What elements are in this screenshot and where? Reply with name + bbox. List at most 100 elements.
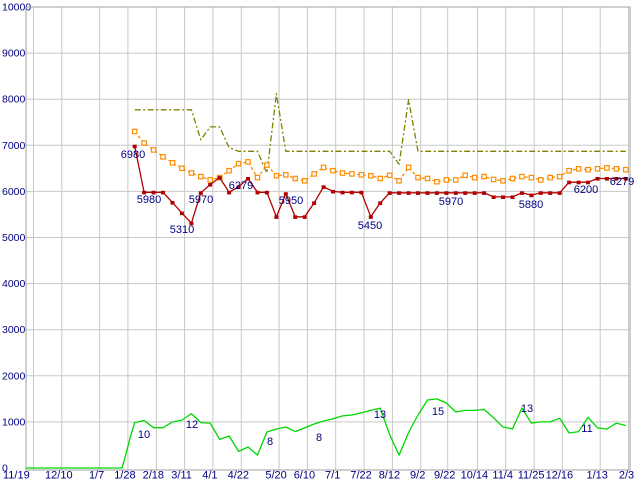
marker-price-solid [170,201,175,205]
marker-price-solid [142,190,147,195]
data-label-volume-green: 13 [374,409,386,421]
marker-average-dotted [509,175,516,182]
x-tick-label: 7/1 [325,470,340,480]
x-tick-label: 6/10 [294,470,315,480]
data-label-volume-green: 10 [138,429,150,441]
marker-price-solid [614,177,619,181]
marker-price-solid [340,190,345,195]
x-tick-label: 12/16 [546,470,574,480]
data-label-volume-green: 8 [316,432,322,444]
data-label-volume-green: 11 [581,423,592,435]
data-label-volume-green: 15 [432,406,444,418]
marker-price-solid [416,191,420,195]
marker-price-solid [548,191,553,195]
marker-average-dotted [434,178,440,185]
marker-price-solid [132,144,137,149]
marker-average-dotted [358,172,365,178]
marker-average-dotted [160,154,166,160]
marker-average-dotted [273,172,280,179]
y-tick-label: 10000 [2,2,31,14]
marker-average-dotted [188,170,195,176]
marker-average-dotted [443,177,450,183]
marker-average-dotted [330,167,336,174]
marker-average-dotted [604,165,610,171]
marker-price-solid [510,195,515,199]
marker-price-solid [491,195,496,199]
marker-average-dotted [198,173,204,180]
marker-average-dotted [311,171,317,177]
data-label-price-solid: 5310 [170,224,194,236]
marker-average-dotted [179,165,185,172]
x-tick-label: 12/10 [45,470,73,480]
marker-average-dotted [207,177,214,183]
marker-average-dotted [415,174,421,181]
marker-average-dotted [254,174,261,181]
marker-price-solid [302,215,307,219]
marker-price-solid [208,183,213,187]
marker-average-dotted [613,166,620,172]
marker-average-dotted [169,160,176,166]
marker-price-solid [538,191,543,195]
marker-price-solid [397,191,402,195]
marker-average-dotted [424,175,431,182]
marker-average-dotted [292,175,299,182]
data-label-price-solid: 5450 [358,220,382,232]
marker-price-solid [519,191,524,195]
marker-price-solid [246,177,250,181]
y-tick-label: 0 [2,463,8,475]
marker-price-solid [217,176,222,180]
marker-price-solid [472,191,477,195]
marker-average-dotted [150,147,157,153]
marker-price-solid [557,191,562,195]
x-tick-label: 2/3 [619,470,634,480]
data-label-price-solid: 6279 [610,176,634,188]
marker-average-dotted [377,175,384,182]
marker-price-solid [321,185,326,189]
y-tick-label: 7000 [2,140,26,152]
y-tick-label: 4000 [2,278,26,290]
marker-average-dotted [320,164,327,171]
marker-price-solid [501,195,505,199]
marker-price-solid [349,190,354,195]
marker-price-solid [425,191,430,195]
marker-price-solid [264,190,269,195]
data-label-price-solid: 6200 [574,184,598,196]
marker-price-solid [331,189,335,194]
x-tick-label: 1/13 [586,470,607,480]
marker-average-dotted [547,174,554,181]
marker-price-solid [151,190,156,195]
x-tick-label: 3/11 [171,470,192,480]
marker-price-solid [368,215,373,219]
marker-average-dotted [131,128,138,135]
y-tick-label: 6000 [2,186,26,198]
y-tick-label: 2000 [2,370,26,382]
marker-price-solid [179,211,184,216]
data-label-price-solid: 6279 [229,180,253,192]
x-tick-label: 5/20 [265,470,286,480]
marker-price-solid [595,177,600,181]
marker-price-solid [227,190,232,195]
marker-average-dotted [283,172,289,178]
x-tick-label: 9/2 [410,470,425,480]
marker-price-solid [236,185,241,189]
marker-price-solid [434,191,439,195]
y-tick-label: 3000 [2,324,26,336]
marker-price-solid [378,201,383,205]
marker-average-dotted [264,162,270,168]
marker-average-dotted [471,174,478,181]
marker-average-dotted [556,173,563,180]
marker-average-dotted [594,166,601,172]
y-tick-label: 9000 [2,48,26,60]
x-tick-label: 10/14 [461,470,489,480]
marker-price-solid [576,180,581,185]
marker-average-dotted [528,174,535,181]
marker-price-solid [359,190,364,195]
series-upper-band-dashdot [134,93,626,174]
x-tick-label: 1/28 [114,470,135,480]
marker-price-solid [255,190,260,195]
marker-average-dotted [453,177,459,183]
marker-price-solid [387,191,392,195]
